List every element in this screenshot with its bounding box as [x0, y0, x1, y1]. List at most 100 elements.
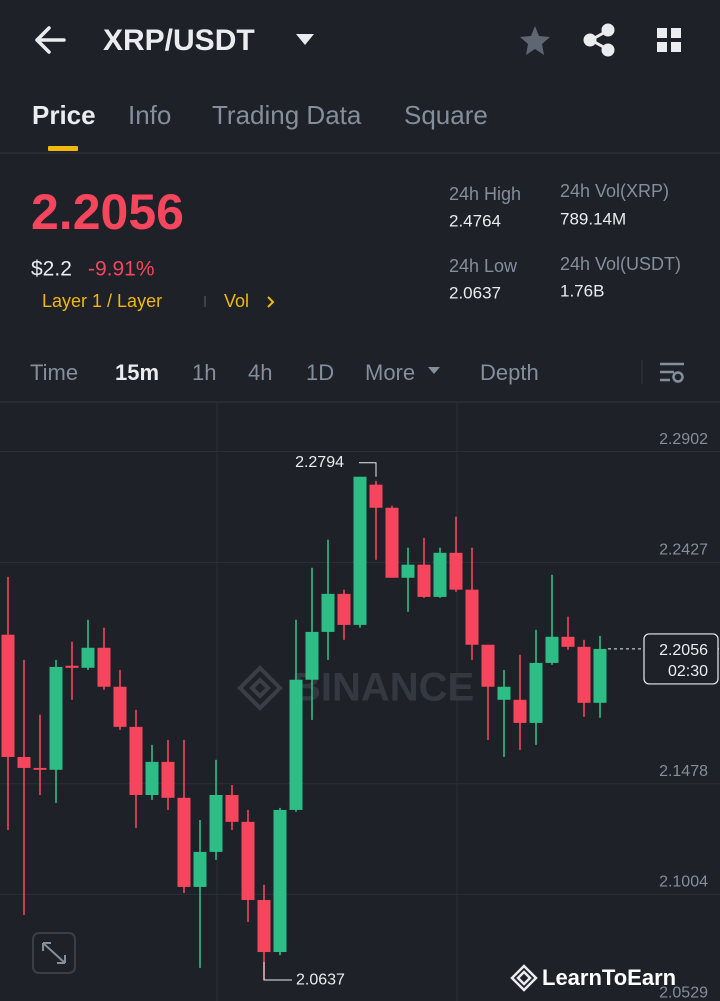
- candle-body: [49, 666, 63, 770]
- interval[interactable]: Time: [30, 360, 78, 385]
- grid-cell: [671, 28, 681, 38]
- tab-indicator: [48, 146, 78, 151]
- stat-label: 24h Vol(XRP): [560, 181, 669, 201]
- interval[interactable]: 1D: [306, 360, 334, 385]
- tab[interactable]: Info: [128, 100, 171, 130]
- last-price: 2.2056: [31, 184, 184, 240]
- y-tick-label: 2.1004: [659, 874, 708, 891]
- y-tick-label: 2.2902: [659, 431, 708, 448]
- candle-body: [257, 900, 271, 953]
- vol-chevron: [267, 296, 275, 308]
- candle-body: [465, 589, 479, 645]
- share-dot: [583, 33, 597, 47]
- share-dot: [601, 23, 615, 37]
- candle-body: [241, 821, 255, 900]
- candle-body: [433, 552, 447, 597]
- fullscreen-icon: [42, 942, 66, 964]
- share-button[interactable]: [583, 23, 615, 57]
- interval[interactable]: Depth: [480, 360, 539, 385]
- grid-cell: [657, 28, 667, 38]
- candle-body: [449, 552, 463, 590]
- candle-body: [225, 795, 239, 822]
- back-arrow: [35, 26, 66, 54]
- interval[interactable]: 4h: [248, 360, 272, 385]
- candle-body: [161, 761, 175, 798]
- grid-cell: [671, 42, 681, 52]
- candle-body: [305, 631, 319, 680]
- candle-body: [65, 665, 79, 668]
- candle-body: [353, 476, 367, 625]
- pair-title[interactable]: XRP/USDT: [103, 24, 255, 57]
- grid-menu[interactable]: [657, 28, 681, 52]
- candle-body: [385, 507, 399, 578]
- tab[interactable]: Price: [32, 100, 96, 130]
- watermark: BINANCE: [292, 666, 474, 710]
- candle-body: [481, 644, 495, 687]
- icon-gear: [672, 371, 684, 383]
- y-tick-label: 2.2427: [659, 542, 708, 559]
- candle-body: [561, 636, 575, 647]
- candle-body: [401, 564, 415, 578]
- high-label: 2.2794: [295, 454, 344, 471]
- chart-settings[interactable]: [660, 362, 684, 383]
- candle-body: [289, 679, 303, 810]
- candle-body: [369, 484, 383, 508]
- stat-value: 2.0637: [449, 283, 501, 302]
- candle-body: [113, 686, 127, 727]
- sector-tag[interactable]: Layer 1 / Layer: [42, 291, 162, 311]
- stat-label: 24h Low: [449, 256, 518, 276]
- candle-body: [337, 593, 351, 625]
- share-dot: [601, 43, 615, 57]
- candle-body: [81, 647, 95, 668]
- low-label: 2.0637: [296, 971, 345, 988]
- pair-dropdown[interactable]: [296, 34, 314, 45]
- current-price-label: 2.2056: [659, 642, 708, 659]
- interval[interactable]: 15m: [115, 360, 159, 385]
- more-dropdown[interactable]: [428, 367, 440, 374]
- candle-body: [417, 564, 431, 597]
- candle-body: [497, 686, 511, 700]
- stat-label: 24h High: [449, 184, 521, 204]
- candle-body: [129, 726, 143, 795]
- interval[interactable]: More: [365, 360, 415, 385]
- badge-text: LearnToEarn: [542, 965, 676, 990]
- stat-value: 2.4764: [449, 211, 501, 230]
- vol-tag[interactable]: Vol: [224, 291, 249, 311]
- tab[interactable]: Square: [404, 100, 488, 130]
- candlestick-chart: BINANCE 2.2902 2.2427 2.1478 2.1004 2.0529 2.…: [0, 403, 720, 1001]
- candle-body: [593, 648, 607, 703]
- candle-body: [177, 797, 191, 887]
- back-button[interactable]: [35, 26, 66, 54]
- y-tick-label: 2.1478: [659, 763, 708, 780]
- candle-body: [273, 809, 287, 953]
- candle-body: [545, 636, 559, 663]
- candle-body: [529, 662, 543, 723]
- watermark-logo: [237, 665, 283, 711]
- candle-body: [145, 761, 159, 795]
- candle-body: [193, 851, 207, 887]
- candle-body: [321, 593, 335, 632]
- fullscreen-button[interactable]: [32, 932, 76, 974]
- grid-cell: [657, 42, 667, 52]
- tab[interactable]: Trading Data: [212, 100, 362, 130]
- stat-label: 24h Vol(USDT): [560, 254, 681, 274]
- stat-value: 1.76B: [560, 281, 604, 300]
- candle-body: [97, 647, 111, 687]
- high-connector: [359, 462, 377, 477]
- price-change: -9.91%: [88, 258, 155, 281]
- countdown-label: 02:30: [668, 663, 708, 680]
- candle-body: [1, 634, 15, 757]
- low-connector: [263, 962, 292, 981]
- candle-body: [513, 699, 527, 723]
- favorite-star[interactable]: [520, 26, 550, 55]
- fiat-price: $2.2: [31, 258, 72, 281]
- current-price-box: [643, 633, 719, 685]
- candle-body: [209, 795, 223, 852]
- y-tick-label: 2.0529: [659, 984, 708, 1001]
- stat-value: 789.14M: [560, 209, 626, 228]
- badge-icon: [510, 964, 538, 992]
- interval[interactable]: 1h: [192, 360, 216, 385]
- logo-diamond: [237, 665, 283, 711]
- candle-body: [577, 646, 591, 703]
